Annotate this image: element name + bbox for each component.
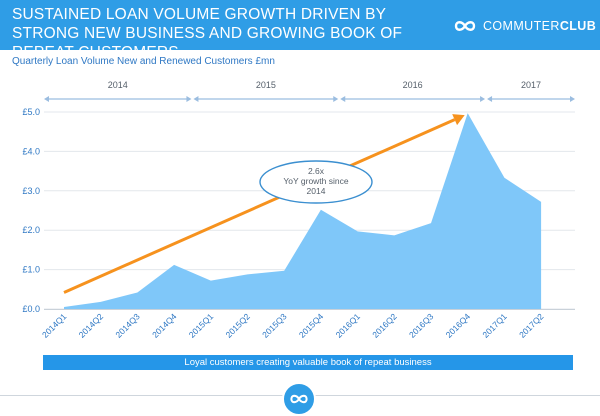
year-label: 2015 bbox=[256, 80, 276, 90]
x-tick-label: 2017Q1 bbox=[480, 311, 509, 340]
x-tick-label: 2015Q1 bbox=[187, 311, 216, 340]
x-tick-label: 2016Q1 bbox=[334, 311, 363, 340]
x-tick-label: 2016Q3 bbox=[407, 311, 436, 340]
year-span-arrowhead bbox=[193, 96, 199, 102]
brand-name: COMMUTERCLUB bbox=[483, 19, 597, 33]
year-span-arrowhead bbox=[186, 96, 192, 102]
x-tick-label: 2015Q2 bbox=[223, 311, 252, 340]
growth-callout-text: YoY growth since bbox=[283, 176, 348, 186]
year-label: 2016 bbox=[403, 80, 423, 90]
x-tick-label: 2014Q4 bbox=[150, 311, 179, 340]
x-tick-label: 2014Q3 bbox=[113, 311, 142, 340]
year-span-arrowhead bbox=[44, 96, 49, 102]
brand-logo: COMMUTERCLUB bbox=[452, 15, 596, 37]
year-span-arrowhead bbox=[333, 96, 339, 102]
x-tick-label: 2014Q1 bbox=[40, 311, 69, 340]
x-tick-label: 2015Q4 bbox=[297, 311, 326, 340]
y-tick-label: £1.0 bbox=[22, 265, 40, 275]
loyal-customers-banner: Loyal customers creating valuable book o… bbox=[43, 355, 573, 370]
infinity-loop-icon bbox=[454, 21, 476, 31]
x-tick-label: 2015Q3 bbox=[260, 311, 289, 340]
growth-callout bbox=[259, 160, 373, 204]
growth-callout-text: 2.6x bbox=[308, 166, 325, 176]
trend-arrow bbox=[63, 118, 456, 294]
year-span-arrowhead bbox=[340, 96, 346, 102]
infinity-loop-icon bbox=[290, 394, 308, 404]
year-span-arrowhead bbox=[480, 96, 486, 102]
chart-title: Quarterly Loan Volume New and Renewed Cu… bbox=[12, 56, 275, 67]
y-tick-label: £0.0 bbox=[22, 304, 40, 314]
growth-callout-text: 2014 bbox=[307, 186, 326, 196]
x-tick-label: 2017Q2 bbox=[517, 311, 546, 340]
year-label: 2014 bbox=[108, 80, 128, 90]
year-label: 2017 bbox=[521, 80, 541, 90]
y-tick-label: £4.0 bbox=[22, 146, 40, 156]
y-tick-label: £2.0 bbox=[22, 225, 40, 235]
footer-logo bbox=[282, 382, 316, 416]
trend-arrow-head bbox=[452, 114, 465, 126]
year-span-arrowhead bbox=[487, 96, 493, 102]
x-tick-label: 2016Q4 bbox=[444, 311, 473, 340]
year-span-arrowhead bbox=[570, 96, 575, 102]
page-title: SUSTAINED LOAN VOLUME GROWTH DRIVEN BY S… bbox=[12, 6, 403, 61]
x-tick-label: 2016Q2 bbox=[370, 311, 399, 340]
header-bar: SUSTAINED LOAN VOLUME GROWTH DRIVEN BY S… bbox=[0, 0, 600, 61]
x-tick-label: 2014Q2 bbox=[77, 311, 106, 340]
series-area bbox=[64, 113, 542, 309]
y-tick-label: £5.0 bbox=[22, 107, 40, 117]
y-tick-label: £3.0 bbox=[22, 186, 40, 196]
